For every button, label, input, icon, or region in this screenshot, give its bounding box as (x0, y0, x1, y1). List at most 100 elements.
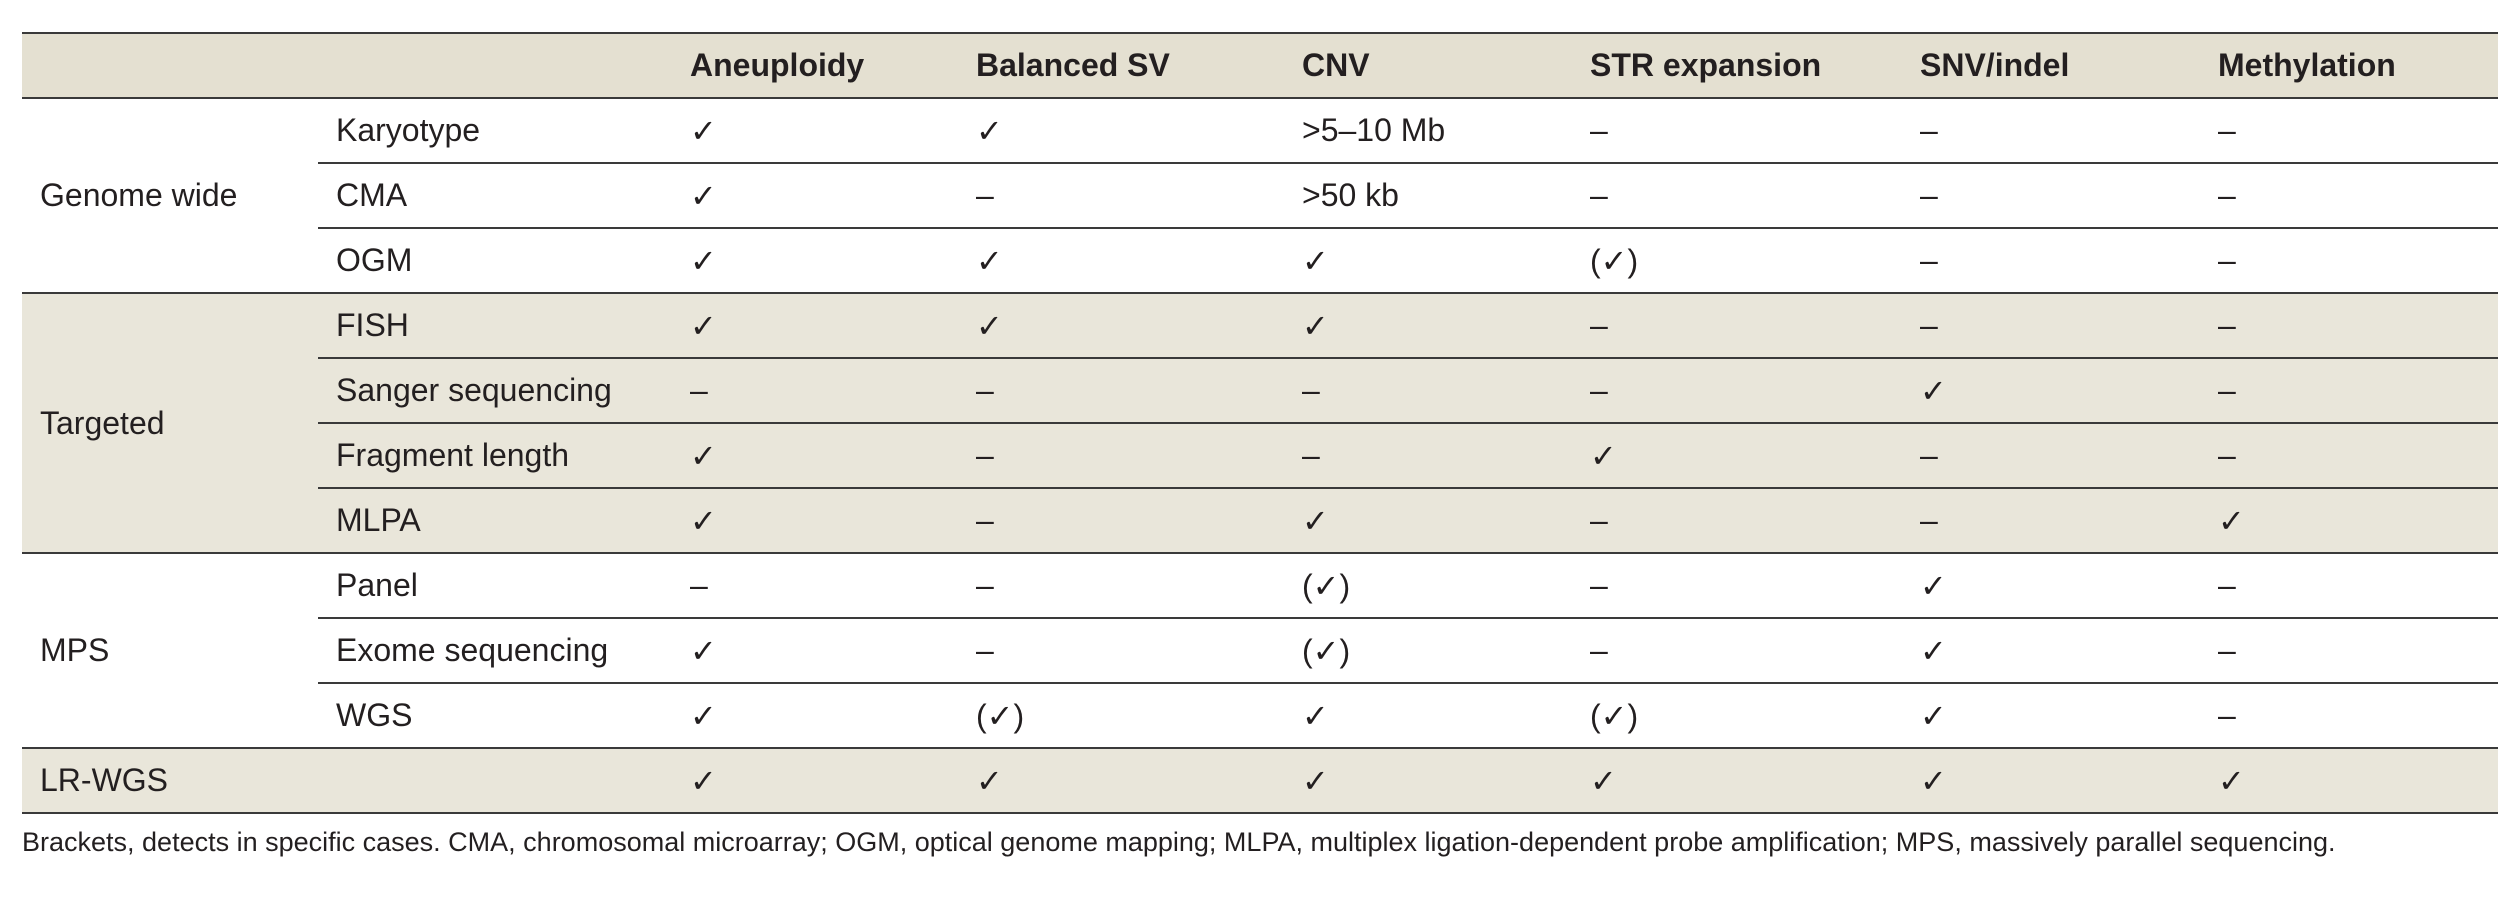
table-cell: – (1284, 423, 1572, 489)
table-cell: ✓ (1284, 683, 1572, 749)
table-cell: >50 kb (1284, 163, 1572, 229)
table-cell: ✓ (672, 97, 958, 164)
table-cell: – (1902, 97, 2200, 164)
table-cell: ✓ (672, 292, 958, 359)
table-cell: (✓) (1572, 683, 1902, 749)
table-cell: ✓ (1902, 552, 2200, 619)
table-cell: ✓ (1902, 683, 2200, 749)
table-cell: ✓ (1572, 747, 1902, 814)
table-cell: – (1902, 488, 2200, 554)
table-cell: – (1902, 228, 2200, 294)
table-cell: – (2200, 552, 2498, 619)
table-cell: – (1572, 552, 1902, 619)
group-label-genome-wide: Genome wide (22, 97, 318, 294)
table-cell: – (1572, 618, 1902, 684)
table-cell: ✓ (672, 747, 958, 814)
table-row: MLPA ✓ – ✓ – – ✓ (22, 488, 2498, 554)
table-cell: ✓ (672, 488, 958, 554)
table-header: Aneuploidy Balanced SV CNV STR expansion… (22, 32, 2498, 99)
table-cell: – (672, 358, 958, 424)
table-cell: – (1902, 163, 2200, 229)
table-row: Exome sequencing ✓ – (✓) – ✓ – (22, 618, 2498, 684)
table-row: WGS ✓ (✓) ✓ (✓) ✓ – (22, 683, 2498, 749)
table-cell: – (958, 552, 1284, 619)
table-cell: – (1572, 163, 1902, 229)
table-cell: – (2200, 97, 2498, 164)
table-cell: – (1284, 358, 1572, 424)
table-cell: ✓ (1572, 423, 1902, 489)
table-cell: ✓ (1902, 747, 2200, 814)
table-cell: ✓ (958, 747, 1284, 814)
table-cell: ✓ (2200, 747, 2498, 814)
table-cell: ✓ (958, 228, 1284, 294)
header-row: Aneuploidy Balanced SV CNV STR expansion… (22, 32, 2498, 99)
table-cell: ✓ (672, 228, 958, 294)
method-cell: Exome sequencing (318, 618, 672, 684)
table-row: OGM ✓ ✓ ✓ (✓) – – (22, 228, 2498, 294)
method-cell (318, 747, 672, 814)
table-cell: ✓ (1902, 358, 2200, 424)
table-cell: (✓) (1284, 552, 1572, 619)
method-cell: CMA (318, 163, 672, 229)
table-cell: ✓ (958, 292, 1284, 359)
table-cell: ✓ (672, 423, 958, 489)
table-cell: >5–10 Mb (1284, 97, 1572, 164)
table-cell: ✓ (1284, 747, 1572, 814)
method-cell: MLPA (318, 488, 672, 554)
header-snv-indel: SNV/indel (1902, 32, 2200, 99)
table-cell: – (958, 488, 1284, 554)
table-cell: – (958, 358, 1284, 424)
table-cell: ✓ (1284, 292, 1572, 359)
header-balanced-sv: Balanced SV (958, 32, 1284, 99)
table-row: CMA ✓ – >50 kb – – – (22, 163, 2498, 229)
table-cell: – (1572, 358, 1902, 424)
group-label-lr-wgs: LR-WGS (22, 747, 318, 814)
table-row: LR-WGS ✓ ✓ ✓ ✓ ✓ ✓ (22, 747, 2498, 814)
table-cell: ✓ (672, 683, 958, 749)
table-row: Genome wide Karyotype ✓ ✓ >5–10 Mb – – – (22, 97, 2498, 294)
method-cell: FISH (318, 292, 672, 359)
table-cell: (✓) (1284, 618, 1572, 684)
table-cell: (✓) (958, 683, 1284, 749)
method-cell: OGM (318, 228, 672, 294)
table-cell: – (958, 618, 1284, 684)
table-cell: – (2200, 358, 2498, 424)
table-body: Genome wide Karyotype ✓ ✓ >5–10 Mb – – –… (22, 97, 2498, 814)
table-cell: ✓ (1284, 228, 1572, 294)
table-cell: – (2200, 163, 2498, 229)
table-cell: – (2200, 618, 2498, 684)
header-str-expansion: STR expansion (1572, 32, 1902, 99)
table-cell: – (2200, 292, 2498, 359)
group-label-mps: MPS (22, 552, 318, 749)
table-row: MPS Panel – – (✓) – ✓ – (22, 552, 2498, 749)
table-cell: ✓ (1284, 488, 1572, 554)
method-cell: Panel (318, 552, 672, 619)
table-row: Sanger sequencing – – – – ✓ – (22, 358, 2498, 424)
table-cell: ✓ (672, 163, 958, 229)
method-comparison-table: Aneuploidy Balanced SV CNV STR expansion… (22, 32, 2498, 814)
table-cell: – (672, 552, 958, 619)
table-footnote: Brackets, detects in specific cases. CMA… (22, 827, 2336, 857)
table-row: Targeted FISH ✓ ✓ ✓ – – – (22, 292, 2498, 554)
table-cell: ✓ (1902, 618, 2200, 684)
method-cell: WGS (318, 683, 672, 749)
table-cell: (✓) (1572, 228, 1902, 294)
header-aneuploidy: Aneuploidy (672, 32, 958, 99)
table-cell: – (2200, 423, 2498, 489)
table-cell: – (2200, 228, 2498, 294)
header-cnv: CNV (1284, 32, 1572, 99)
table-cell: ✓ (672, 618, 958, 684)
header-method-blank (318, 32, 672, 99)
table-row: Fragment length ✓ – – ✓ – – (22, 423, 2498, 489)
method-cell: Fragment length (318, 423, 672, 489)
table-cell: – (1572, 488, 1902, 554)
header-group-blank (22, 32, 318, 99)
header-methylation: Methylation (2200, 32, 2498, 99)
method-cell: Sanger sequencing (318, 358, 672, 424)
table-cell: – (1902, 292, 2200, 359)
table-cell: – (1572, 97, 1902, 164)
table-cell: – (1902, 423, 2200, 489)
table-cell: – (958, 163, 1284, 229)
table-cell: – (2200, 683, 2498, 749)
group-label-targeted: Targeted (22, 292, 318, 554)
